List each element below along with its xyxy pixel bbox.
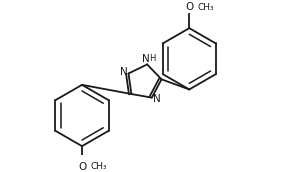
Text: N: N: [153, 94, 160, 104]
Text: CH₃: CH₃: [90, 162, 107, 171]
Text: O: O: [78, 162, 86, 172]
Text: CH₃: CH₃: [198, 3, 214, 12]
Text: H: H: [149, 54, 155, 63]
Text: N: N: [142, 54, 150, 64]
Text: N: N: [120, 67, 127, 77]
Text: O: O: [185, 2, 193, 12]
